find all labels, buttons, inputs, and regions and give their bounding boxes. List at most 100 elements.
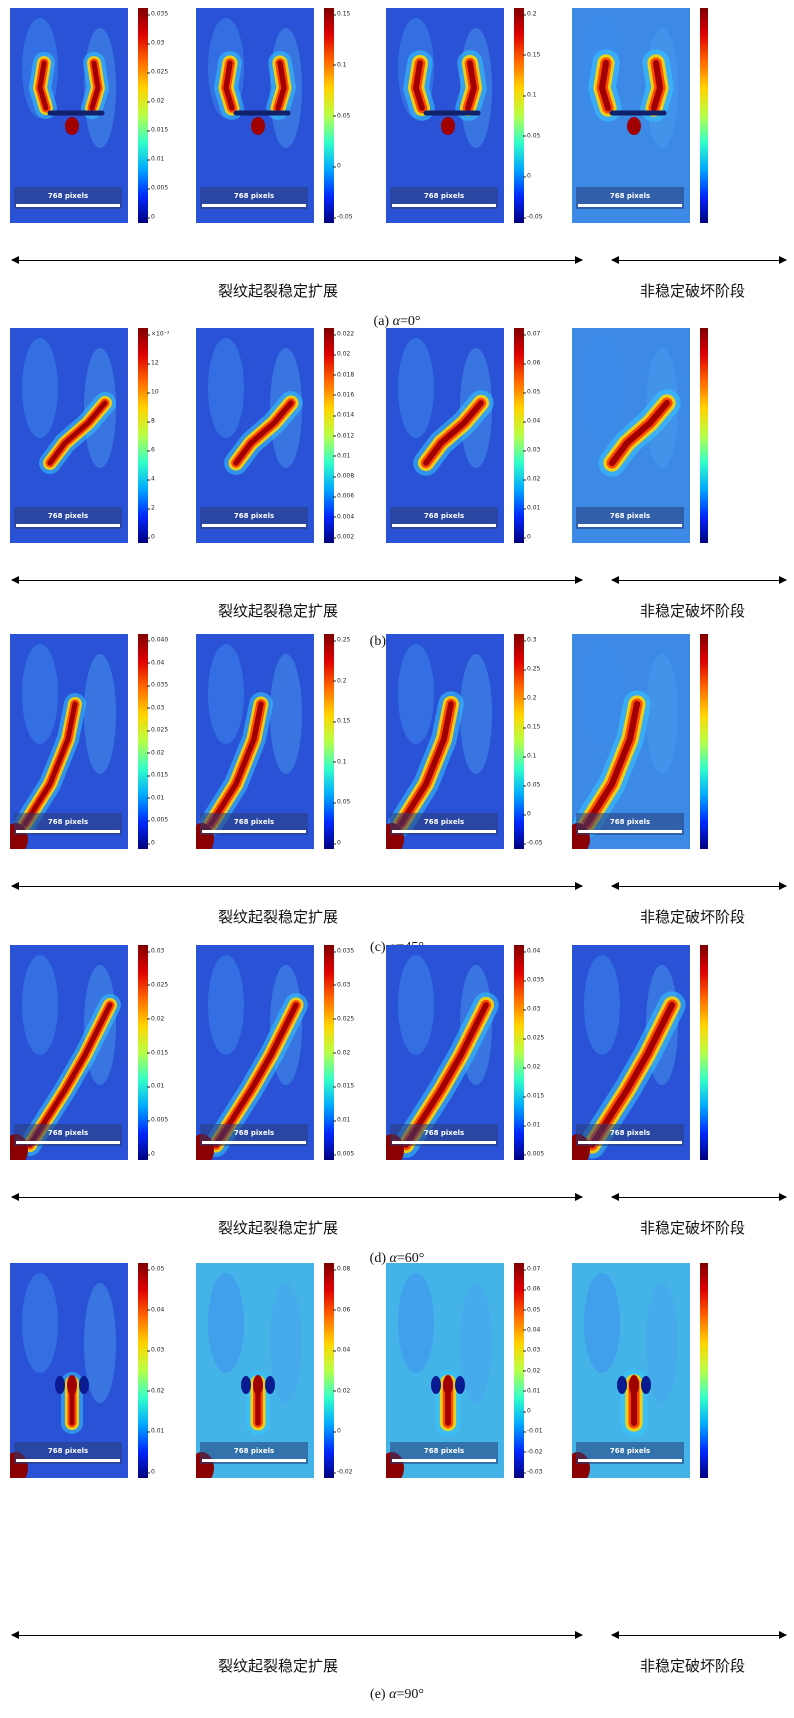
colorbar-tick-label: 0.05 [522, 388, 541, 396]
unstable-stage-label: 非稳定破坏阶段 [640, 908, 746, 926]
strain-field-graphic [572, 644, 678, 849]
colorbar-tick-label: 0.02 [522, 1367, 541, 1374]
scale-bar: 768 pixels [14, 507, 122, 529]
colorbar-tick-label: 0.02 [146, 1387, 165, 1395]
scale-bar-line [16, 1141, 120, 1144]
colorbar-tick-label: 0.02 [146, 749, 165, 757]
scale-bar-line [16, 524, 120, 527]
scale-bar: 768 pixels [200, 813, 308, 835]
scale-bar: 768 pixels [390, 1442, 498, 1464]
colorbar-tick-label: 0.15 [522, 51, 541, 59]
scale-bar: 768 pixels [14, 813, 122, 835]
colorbar-tick-label: 0.01 [522, 504, 541, 512]
strain-field-image: 768 pixels [196, 634, 314, 849]
colorbar-tick-label: 0.04 [146, 659, 165, 667]
colorbar-tick-label: 0.05 [332, 798, 351, 806]
colorbar-ticks: 0.07 0.06 0.05 0.04 0.03 0.02 0.01 0 -0.01 -0.02 -… [522, 1263, 567, 1478]
caption-value: =60° [396, 1251, 425, 1266]
stable-stage-label: 裂纹起裂稳定扩展 [218, 1657, 339, 1675]
subfigure-caption: (e) α=90° [0, 1687, 794, 1703]
scale-bar: 768 pixels [14, 1442, 122, 1464]
caption-prefix: (a) [373, 314, 393, 329]
colorbar-tick-label: 0.1 [523, 752, 537, 760]
strain-field-graphic [10, 644, 116, 849]
scale-bar: 768 pixels [14, 187, 122, 209]
colorbar-tick-label: 12 [147, 359, 159, 367]
colorbar-tick-label: 0.02 [332, 350, 351, 358]
strain-field-graphic [10, 955, 121, 1160]
colorbar-tick-label: 0.012 [332, 432, 355, 439]
colorbar [514, 328, 524, 543]
colorbar-ticks: 0.035 0.03 0.025 0.02 0.015 0.01 0.005 [332, 945, 377, 1160]
unstable-stage-label: 非稳定破坏阶段 [640, 602, 746, 620]
colorbar-tick-label: 0.025 [522, 1034, 545, 1042]
colorbar-tick-label: 0.015 [522, 1092, 545, 1100]
colorbar-tick-label: 0.025 [146, 68, 169, 76]
colorbar-tick-label: 0.01 [146, 1082, 165, 1090]
colorbar-tick-label: 0 [523, 810, 531, 818]
scale-bar: 768 pixels [200, 187, 308, 209]
scale-bar-line [578, 1459, 682, 1462]
colorbar-tick-label: 0.02 [522, 475, 541, 483]
caption-prefix: (e) [370, 1687, 390, 1702]
scale-bar-label: 768 pixels [47, 818, 89, 826]
stable-stage-arrow [11, 1193, 583, 1201]
colorbar-tick-label: 0.3 [523, 636, 537, 644]
colorbar-tick-label: 0.014 [332, 411, 355, 419]
colorbar [700, 634, 708, 849]
colorbar-tick-label: 0.1 [523, 91, 537, 99]
colorbar-tick-label: 0.03 [146, 1346, 165, 1354]
strain-field-image: 768 pixels [10, 8, 128, 223]
colorbar-tick-label: 0 [333, 1427, 341, 1435]
colorbar-tick-label: 8 [147, 417, 155, 425]
strain-field-image: 768 pixels [196, 1263, 314, 1478]
scale-bar-line [392, 524, 496, 527]
scale-bar-line [16, 830, 120, 833]
colorbar-tick-label: 0.15 [332, 10, 351, 18]
strain-field-image: 768 pixels [10, 1263, 128, 1478]
colorbar-tick-label: -0.02 [333, 1468, 353, 1476]
scale-bar-label: 768 pixels [423, 192, 465, 200]
strain-field-graphic [386, 1273, 492, 1478]
colorbar-tick-label: 0.03 [146, 704, 165, 712]
colorbar-tick-label: 6 [147, 446, 155, 454]
colorbar-tick-label: 0.004 [332, 513, 355, 521]
unstable-stage-label: 非稳定破坏阶段 [640, 1657, 746, 1675]
stable-stage-label: 裂纹起裂稳定扩展 [218, 602, 339, 620]
colorbar-tick-label: 0.07 [522, 330, 541, 338]
strain-field-graphic [398, 338, 494, 476]
strain-field-graphic [196, 644, 302, 849]
colorbar-ticks: 0.03 0.025 0.02 0.015 0.01 0.005 0 [146, 945, 191, 1160]
colorbar-tick-label: 0.005 [522, 1150, 545, 1158]
strain-field-image: 768 pixels [572, 328, 690, 543]
scale-bar: 768 pixels [390, 187, 498, 209]
colorbar-ticks: 0.08 0.06 0.04 0.02 0 -0.02 [332, 1263, 377, 1478]
colorbar-tick-label: 0.025 [332, 1015, 355, 1023]
scale-bar: 768 pixels [200, 507, 308, 529]
colorbar-tick-label: 0.25 [522, 665, 541, 673]
scale-bar-label: 768 pixels [609, 512, 651, 520]
colorbar-tick-label: 0.1 [333, 758, 347, 766]
colorbar-ticks: 0.07 0.06 0.05 0.04 0.03 0.02 0.01 0 [522, 328, 567, 543]
colorbar-tick-label: 0.005 [146, 184, 169, 192]
scale-bar-line [202, 830, 306, 833]
colorbar-tick-label: 0.035 [146, 681, 169, 689]
colorbar-tick-label: 0.02 [146, 97, 165, 105]
colorbar-tick-label: 2 [147, 504, 155, 512]
colorbar-tick-label: 0 [147, 533, 155, 541]
scale-bar-label: 768 pixels [233, 1129, 275, 1137]
scale-bar: 768 pixels [576, 187, 684, 209]
colorbar-tick-label: 0.03 [146, 947, 165, 955]
subfigure-caption: (a) α=0° [0, 314, 794, 330]
scale-bar: 768 pixels [14, 1124, 122, 1146]
scale-bar: 768 pixels [200, 1442, 308, 1464]
colorbar-ticks: 0.04 0.035 0.03 0.025 0.02 0.015 0.01 0.005 [522, 945, 567, 1160]
colorbar-tick-label: 0.08 [332, 1265, 351, 1273]
colorbar-tick-label: 0.04 [522, 947, 541, 955]
stable-stage-label: 裂纹起裂稳定扩展 [218, 282, 339, 300]
colorbar-tick-label: 0.01 [146, 1427, 165, 1435]
colorbar-tick-label: -0.03 [523, 1468, 543, 1476]
colorbar [700, 8, 708, 223]
caption-symbol: α [389, 1251, 397, 1266]
colorbar-ticks: ×10⁻³ 12 10 8 6 4 2 0 [146, 328, 191, 543]
